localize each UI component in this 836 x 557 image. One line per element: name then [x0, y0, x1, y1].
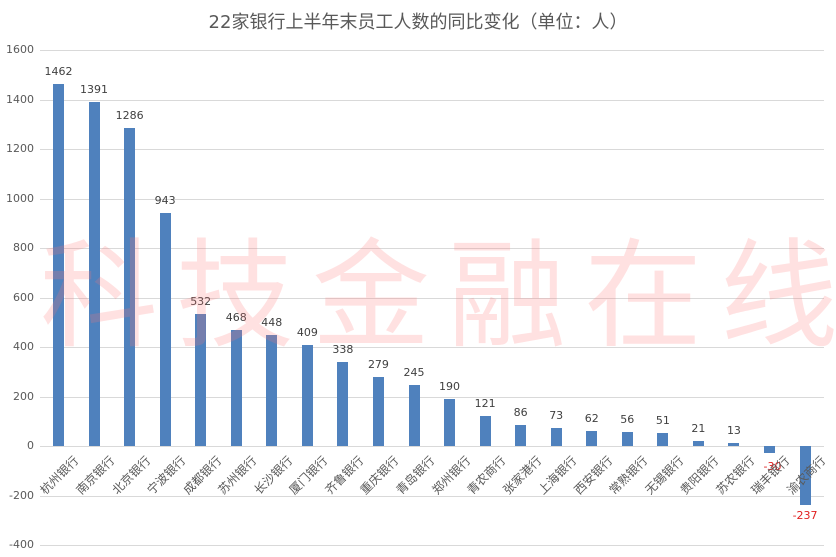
bar	[586, 430, 598, 446]
x-axis-category-label: 郑州银行	[429, 453, 473, 498]
gridline	[40, 496, 824, 497]
y-axis-tick-label: -200	[9, 489, 34, 502]
bar	[515, 424, 527, 446]
data-label: 56	[620, 413, 635, 427]
bar	[88, 101, 100, 446]
gridline	[40, 50, 824, 51]
x-axis-category-label: 苏农银行	[713, 453, 758, 498]
x-axis-category-label: 长沙银行	[251, 453, 296, 498]
data-label: 409	[296, 325, 318, 339]
data-label: 51	[655, 414, 670, 428]
bar	[230, 330, 242, 446]
chart-title: 22家银行上半年末员工人数的同比变化（单位：人）	[208, 12, 628, 33]
bar	[692, 440, 704, 446]
data-label: 448	[261, 316, 283, 330]
bar	[53, 84, 64, 446]
x-axis-category-label: 宁波银行	[144, 453, 189, 498]
data-label: 86	[513, 405, 528, 419]
y-axis-tick-label: 600	[13, 291, 34, 304]
data-label: 62	[584, 411, 599, 425]
data-label: 1286	[115, 108, 144, 122]
gridline	[40, 298, 824, 299]
data-label: 279	[367, 357, 389, 371]
bar	[124, 127, 136, 446]
x-axis-category-label: 齐鲁银行	[322, 453, 367, 498]
x-axis-category-label: 张家港行	[500, 453, 544, 498]
x-axis-category-label: 厦门银行	[286, 453, 331, 498]
data-label: 13	[726, 423, 741, 437]
data-label: 245	[403, 366, 425, 380]
data-label: 338	[332, 343, 354, 357]
y-axis-tick-label: 200	[13, 390, 34, 403]
data-label: 1462	[44, 65, 73, 79]
y-axis-tick-label: 1600	[6, 43, 34, 56]
bar	[301, 344, 313, 446]
bar	[372, 376, 384, 446]
data-label: 73	[549, 408, 564, 422]
bar	[621, 432, 633, 446]
x-axis-category-label: 无锡银行	[642, 453, 687, 498]
bar	[764, 446, 775, 454]
gridline	[40, 397, 824, 398]
x-axis-category-label: 上海银行	[535, 453, 580, 498]
y-axis-tick-label: -400	[9, 538, 34, 551]
bar	[195, 314, 207, 446]
x-axis-category-label: 常熟银行	[606, 453, 651, 498]
bar	[159, 212, 171, 446]
data-label: 190	[439, 379, 461, 393]
x-axis-category-label: 成都银行	[180, 453, 225, 498]
data-label: 943	[154, 193, 176, 207]
y-axis-tick-label: 800	[13, 241, 34, 254]
data-label: 532	[190, 295, 212, 309]
gridline	[40, 347, 824, 348]
bar	[728, 442, 740, 446]
gridline	[40, 149, 824, 150]
gridline	[40, 199, 824, 200]
bar	[408, 385, 420, 446]
x-axis-category-label: 青岛银行	[393, 453, 438, 498]
y-axis-tick-label: 1400	[6, 93, 34, 106]
bar	[550, 427, 562, 446]
y-axis-tick-label: 400	[13, 340, 34, 353]
x-axis-category-label: 杭州银行	[37, 453, 82, 498]
gridline	[40, 248, 824, 249]
x-axis-category-label: 重庆银行	[357, 453, 402, 498]
y-axis-tick-label: 1200	[6, 142, 34, 155]
x-axis-category-label: 北京银行	[109, 453, 153, 498]
y-axis-tick-label: 1000	[6, 192, 34, 205]
gridline	[40, 545, 824, 546]
gridline	[40, 100, 824, 101]
x-axis-category-label: 青农商行	[464, 453, 509, 498]
bar	[444, 398, 456, 446]
data-label: -237	[792, 508, 818, 522]
bar	[799, 446, 811, 505]
x-axis-category-label: 瑞丰银行	[748, 453, 793, 498]
data-label: 468	[225, 311, 247, 325]
y-axis-tick-label: 0	[27, 439, 34, 452]
data-label: 1391	[80, 82, 109, 96]
bar	[337, 362, 349, 446]
x-axis-category-label: 贵阳银行	[677, 453, 722, 498]
bar	[266, 335, 278, 446]
gridline	[40, 446, 824, 447]
bar	[657, 433, 669, 446]
x-axis-category-label: 南京银行	[73, 453, 118, 498]
data-label: 121	[474, 397, 496, 411]
data-label: -30	[763, 460, 782, 473]
bar	[479, 416, 491, 446]
data-label: 21	[691, 421, 706, 435]
x-axis-category-label: 苏州银行	[215, 453, 260, 498]
x-axis-category-label: 西安银行	[571, 453, 616, 498]
